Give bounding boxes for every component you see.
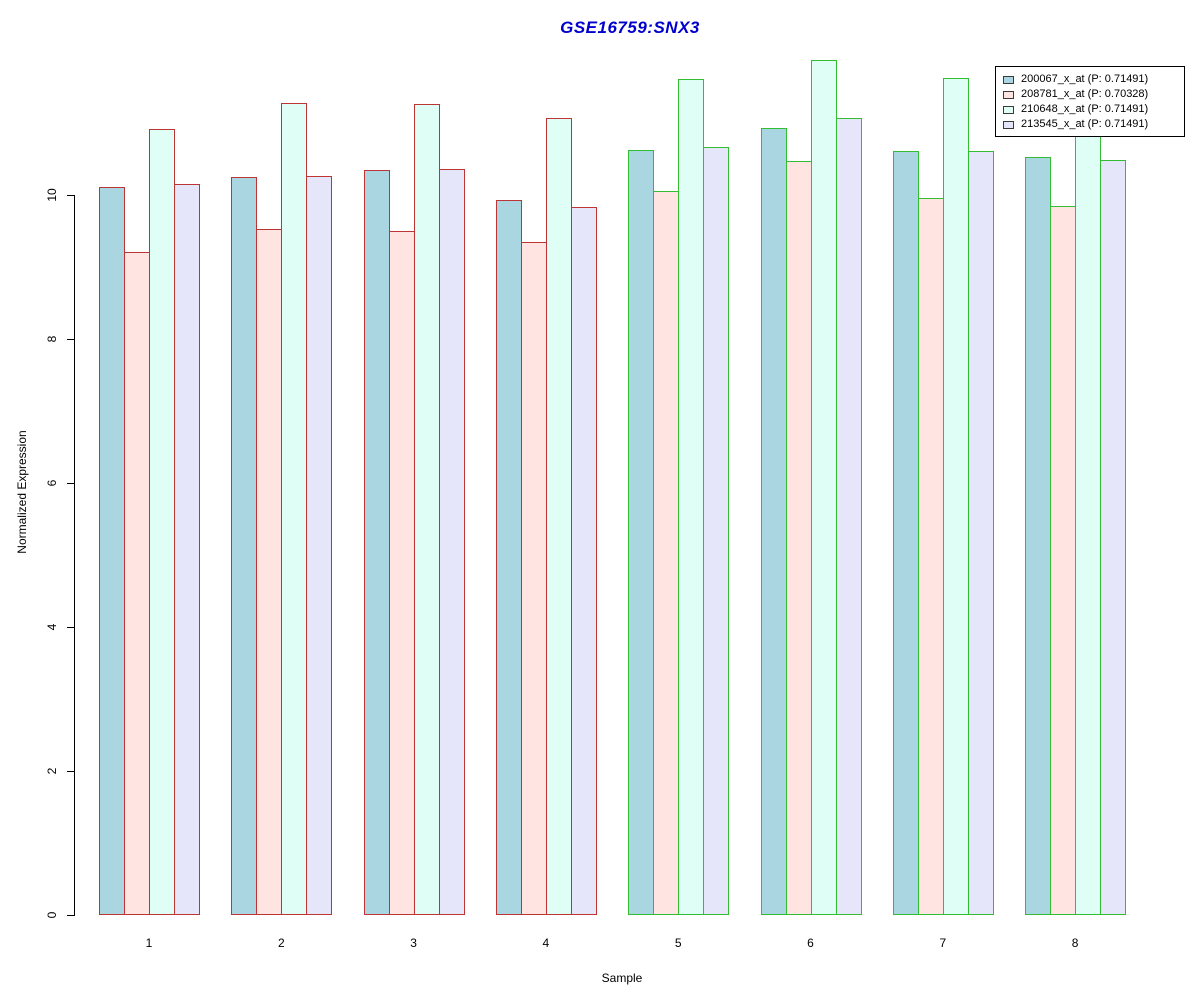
bar-group7-series4 (968, 151, 994, 915)
bar-group7-series3 (943, 78, 969, 915)
legend-swatch-icon (1003, 90, 1014, 99)
x-category-label-7: 7 (939, 936, 947, 950)
bar-group5-series3 (678, 79, 704, 915)
legend-label: 200067_x_at (P: 0.71491) (1021, 73, 1149, 85)
y-tick-label: 0 (45, 911, 59, 919)
bar-group5-series2 (653, 191, 679, 915)
chart-title: GSE16759:SNX3 (560, 18, 700, 37)
bar-group6-series4 (836, 118, 862, 915)
x-category-label-5: 5 (674, 936, 682, 950)
legend-label: 208781_x_at (P: 0.70328) (1021, 88, 1149, 100)
bar-group5-series1 (628, 150, 654, 915)
x-category-label-1: 1 (145, 936, 153, 950)
bar-group1-series4 (174, 184, 200, 915)
legend-swatch-icon (1003, 75, 1014, 84)
bar-group1-series2 (124, 252, 150, 915)
legend-item: 208781_x_at (P: 0.70328) (1003, 87, 1177, 102)
bar-group2-series3 (281, 103, 307, 915)
y-tick-label: 8 (45, 335, 59, 343)
x-axis-title: Sample (601, 971, 643, 985)
y-tick-mark (67, 195, 74, 196)
bar-group2-series4 (306, 176, 332, 915)
y-axis-title: Normalized Expression (15, 430, 29, 554)
y-tick-label: 6 (45, 479, 59, 487)
y-tick-mark (67, 627, 74, 628)
bar-group6-series1 (761, 128, 787, 915)
bar-group4-series3 (546, 118, 572, 915)
bar-group4-series4 (571, 207, 597, 915)
legend-label: 213545_x_at (P: 0.71491) (1021, 118, 1149, 130)
legend-label: 210648_x_at (P: 0.71491) (1021, 103, 1149, 115)
bar-group8-series3 (1075, 101, 1101, 915)
bar-group3-series4 (439, 169, 465, 915)
bar-group3-series2 (389, 231, 415, 915)
legend-swatch-icon (1003, 105, 1014, 114)
bar-group2-series2 (256, 229, 282, 915)
bar-group6-series3 (811, 60, 837, 915)
bar-group3-series1 (364, 170, 390, 915)
bar-group1-series1 (99, 187, 125, 915)
bar-group7-series2 (918, 198, 944, 915)
bar-group1-series3 (149, 129, 175, 915)
y-tick-label: 4 (45, 623, 59, 631)
bar-group7-series1 (893, 151, 919, 915)
y-axis-line (74, 195, 75, 916)
bar-group4-series2 (521, 242, 547, 915)
y-tick-mark (67, 771, 74, 772)
bar-group8-series1 (1025, 157, 1051, 915)
y-tick-label: 10 (45, 188, 59, 202)
y-tick-mark (67, 339, 74, 340)
y-tick-mark (67, 483, 74, 484)
x-category-label-4: 4 (542, 936, 550, 950)
x-category-label-8: 8 (1071, 936, 1079, 950)
bar-group4-series1 (496, 200, 522, 915)
bar-group2-series1 (231, 177, 257, 915)
y-tick-label: 2 (45, 767, 59, 775)
x-category-label-6: 6 (807, 936, 814, 950)
legend-item: 200067_x_at (P: 0.71491) (1003, 72, 1177, 87)
bar-group5-series4 (703, 147, 729, 915)
legend: 200067_x_at (P: 0.71491) 208781_x_at (P: … (995, 66, 1185, 137)
bar-group8-series2 (1050, 206, 1076, 915)
x-category-label-2: 2 (277, 936, 285, 950)
legend-swatch-icon (1003, 120, 1014, 129)
bar-group8-series4 (1100, 160, 1126, 915)
bar-group6-series2 (786, 161, 812, 915)
bar-group3-series3 (414, 104, 440, 915)
legend-item: 210648_x_at (P: 0.71491) (1003, 102, 1177, 117)
legend-item: 213545_x_at (P: 0.71491) (1003, 117, 1177, 132)
x-category-label-3: 3 (410, 936, 417, 950)
y-tick-mark (67, 915, 74, 916)
